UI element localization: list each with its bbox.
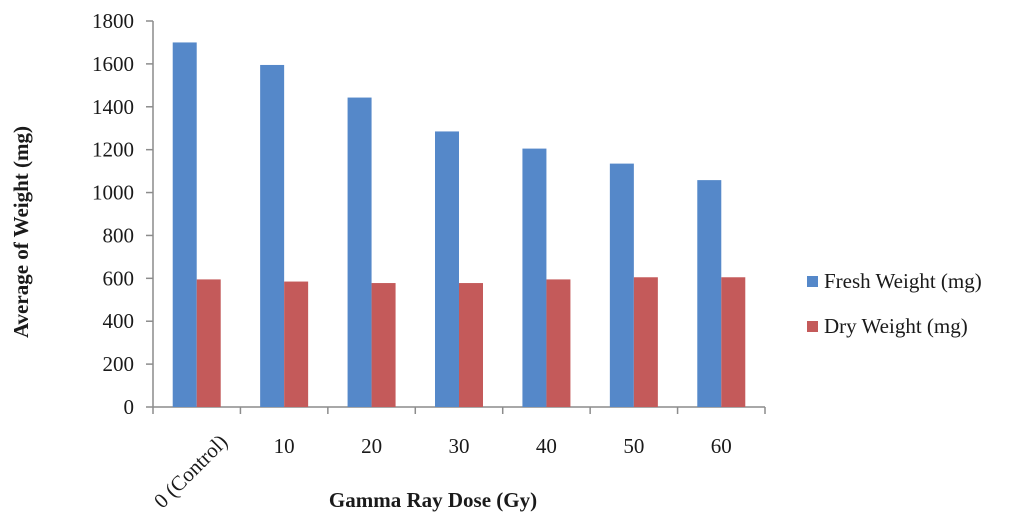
y-tick-label: 600 xyxy=(103,266,135,290)
bar-dry-weight xyxy=(196,279,221,407)
legend: Fresh Weight (mg) Dry Weight (mg) xyxy=(807,269,982,338)
x-tick-label: 30 xyxy=(449,434,470,458)
y-tick-label: 400 xyxy=(103,309,135,333)
bar-dry-weight xyxy=(459,283,483,407)
x-tick-label: 20 xyxy=(361,434,382,458)
bars xyxy=(172,42,746,407)
bar-fresh-weight xyxy=(435,131,459,407)
bar-fresh-weight xyxy=(522,148,547,407)
x-tick-label: 60 xyxy=(711,434,732,458)
bar-dry-weight xyxy=(284,281,309,407)
y-tick-label: 1600 xyxy=(92,52,134,76)
y-tick-label: 1400 xyxy=(92,95,134,119)
y-tick-label: 200 xyxy=(103,352,135,376)
y-tick-label: 800 xyxy=(103,223,135,247)
bar-dry-weight xyxy=(371,283,396,407)
y-axis-title: Average of Weight (mg) xyxy=(9,126,33,338)
bar-fresh-weight xyxy=(172,42,197,407)
legend-label: Fresh Weight (mg) xyxy=(824,269,982,293)
bar-dry-weight xyxy=(633,277,658,407)
bar-fresh-weight xyxy=(697,180,722,407)
bar-dry-weight xyxy=(721,277,746,407)
legend-swatch xyxy=(807,276,818,287)
x-tick-label: 40 xyxy=(536,434,557,458)
x-tick-label: 50 xyxy=(623,434,644,458)
legend-label: Dry Weight (mg) xyxy=(824,314,968,338)
y-axis: 0 200 400 600 800 1000 1200 1400 1600 1800 xyxy=(92,9,154,419)
x-axis-title: Gamma Ray Dose (Gy) xyxy=(329,488,537,512)
y-tick-label: 1800 xyxy=(92,9,134,33)
y-tick-label: 0 xyxy=(124,395,135,419)
x-tick-label: 0 (Control) xyxy=(149,430,232,513)
bar-dry-weight xyxy=(546,279,571,407)
y-tick-label: 1000 xyxy=(92,181,134,205)
bar-fresh-weight xyxy=(260,64,285,407)
x-tick-label: 10 xyxy=(274,434,295,458)
bar-fresh-weight xyxy=(609,163,634,407)
y-tick-label: 1200 xyxy=(92,138,134,162)
legend-swatch xyxy=(807,321,818,332)
bar-fresh-weight xyxy=(347,97,372,407)
